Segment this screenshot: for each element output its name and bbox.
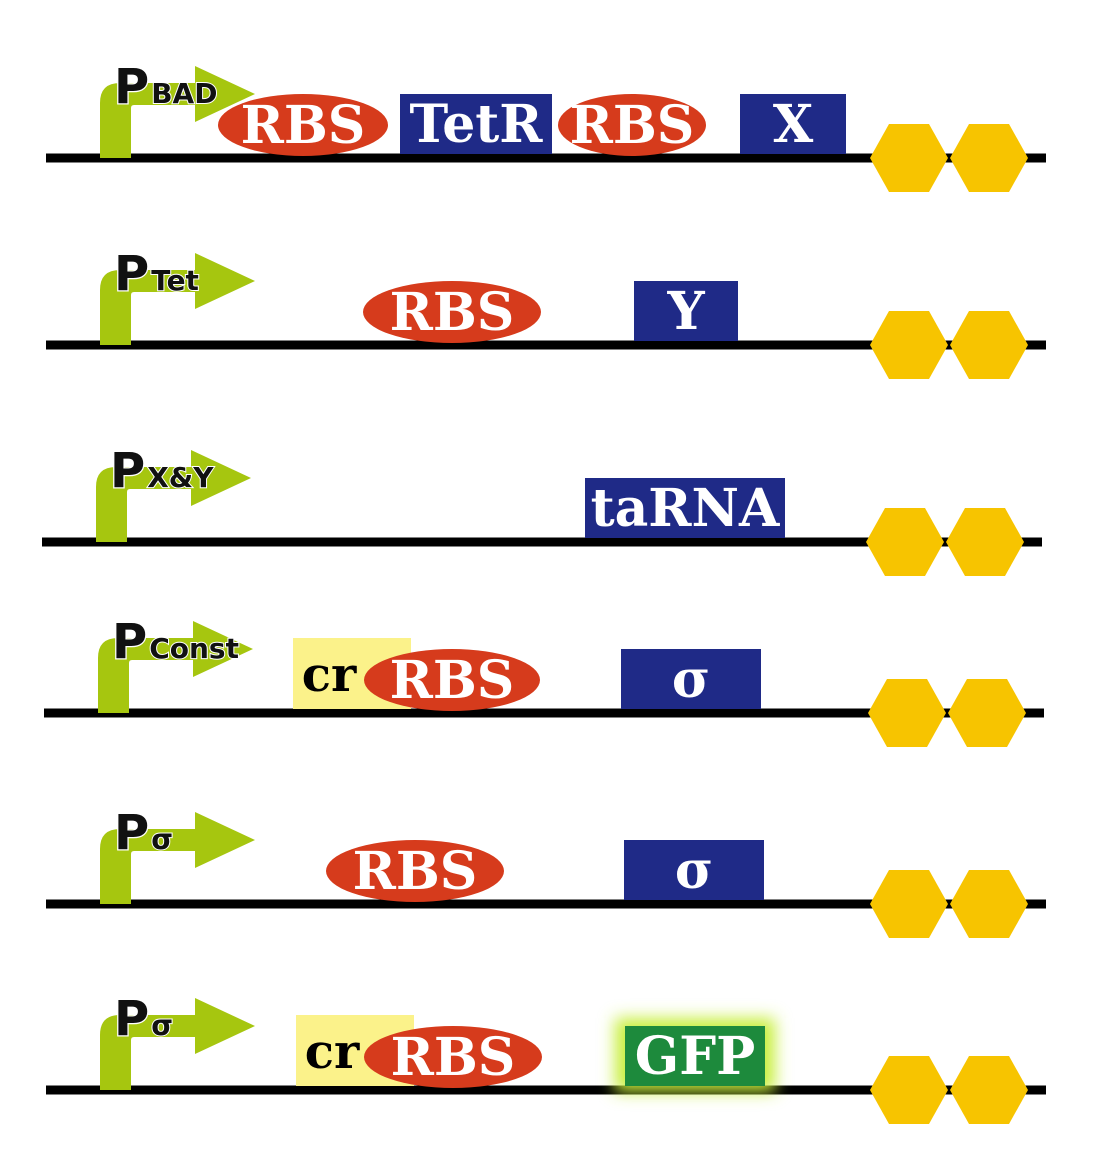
rbs-part: RBS — [363, 281, 541, 343]
promoter-arrow-icon — [96, 450, 251, 542]
rbs-part: RBS — [558, 94, 706, 156]
construct-row-4: PConst cr σ RBS — [44, 613, 1044, 747]
terminator-hexagon — [870, 311, 948, 379]
promoter-arrow-icon — [98, 621, 253, 713]
promoter-subscript: BAD — [151, 77, 217, 110]
cr-label: cr — [302, 647, 357, 703]
terminator-hexagon — [950, 311, 1028, 379]
rbs-part: RBS — [364, 649, 540, 711]
promoter-letter: P — [110, 443, 145, 499]
rbs-ellipse — [364, 649, 540, 711]
cds-box — [740, 94, 846, 154]
terminator-hexagon — [868, 679, 946, 747]
double-hexagon-terminator-icon — [870, 311, 1028, 379]
promoter-letter: P — [112, 614, 147, 670]
rbs-label: RBS — [353, 841, 478, 902]
rbs-label: RBS — [241, 95, 366, 156]
cds-part: taRNA — [585, 478, 785, 539]
rbs-ellipse — [558, 94, 706, 156]
promoter-label: Pσ — [114, 805, 173, 861]
double-hexagon-terminator-icon — [866, 508, 1024, 576]
terminator-hexagon — [950, 124, 1028, 192]
promoter-letter: P — [114, 59, 149, 115]
gfp-label: GFP — [635, 1026, 755, 1087]
promoter-letter: P — [114, 246, 149, 302]
promoter-arrow-icon — [100, 66, 255, 158]
rbs-label: RBS — [570, 95, 695, 156]
terminator-hexagon — [948, 679, 1026, 747]
cds-label: σ — [672, 649, 710, 710]
promoter-subscript: Const — [149, 632, 239, 665]
construct-row-3: PX&Y taRNA — [42, 442, 1042, 576]
cds-box — [621, 649, 761, 709]
construct-row-1: PBAD TetR X RBS RBS — [46, 58, 1046, 192]
cds-label: σ — [675, 840, 713, 901]
promoter-letter: P — [114, 805, 149, 861]
rbs-part: RBS — [364, 1026, 542, 1088]
terminator-hexagon — [946, 508, 1024, 576]
promoter-subscript: σ — [151, 823, 173, 856]
terminator-hexagon — [870, 870, 948, 938]
cds-label: taRNA — [591, 478, 780, 539]
gfp-part: GFP — [615, 1018, 775, 1092]
gfp-box — [625, 1026, 765, 1086]
promoter-subscript: Tet — [151, 264, 199, 297]
rbs-label: RBS — [390, 282, 515, 343]
cds-box — [400, 94, 552, 154]
construct-row-2: PTet Y RBS — [46, 245, 1046, 379]
terminator-hexagon — [950, 870, 1028, 938]
double-hexagon-terminator-icon — [870, 124, 1028, 192]
cds-box — [585, 478, 785, 538]
promoter-letter: P — [114, 991, 149, 1047]
promoter-label: PX&Y — [110, 443, 214, 499]
cr-label: cr — [305, 1024, 360, 1080]
cds-part: Y — [634, 281, 738, 342]
cds-box — [634, 281, 738, 341]
cds-part: σ — [624, 840, 764, 901]
construct-row-6: Pσ cr GFP RBS — [46, 990, 1046, 1124]
promoter-label: PBAD — [114, 59, 217, 115]
promoter-subscript: σ — [151, 1009, 173, 1042]
double-hexagon-terminator-icon — [870, 870, 1028, 938]
promoter-subscript: X&Y — [147, 461, 214, 494]
rbs-part: RBS — [326, 840, 504, 902]
terminator-hexagon — [866, 508, 944, 576]
rbs-ellipse — [364, 1026, 542, 1088]
cds-label: TetR — [409, 94, 543, 155]
cds-box — [624, 840, 764, 900]
cds-part: X — [740, 94, 846, 155]
promoter-label: Pσ — [114, 991, 173, 1047]
rbs-part: RBS — [218, 94, 388, 156]
rbs-label: RBS — [390, 650, 515, 711]
double-hexagon-terminator-icon — [868, 679, 1026, 747]
cds-label: X — [773, 94, 814, 155]
promoter-arrow-icon — [100, 812, 255, 904]
terminator-hexagon — [870, 1056, 948, 1124]
terminator-hexagon — [950, 1056, 1028, 1124]
rbs-ellipse — [218, 94, 388, 156]
cds-label: Y — [666, 281, 705, 342]
rbs-ellipse — [363, 281, 541, 343]
cds-part: TetR — [400, 94, 552, 155]
promoter-label: PTet — [114, 246, 199, 302]
promoter-arrow-icon — [100, 998, 255, 1090]
rbs-label: RBS — [391, 1027, 516, 1088]
promoter-label: PConst — [112, 614, 239, 670]
cds-part: σ — [621, 649, 761, 710]
terminator-hexagon — [870, 124, 948, 192]
rbs-ellipse — [326, 840, 504, 902]
promoter-arrow-icon — [100, 253, 255, 345]
double-hexagon-terminator-icon — [870, 1056, 1028, 1124]
